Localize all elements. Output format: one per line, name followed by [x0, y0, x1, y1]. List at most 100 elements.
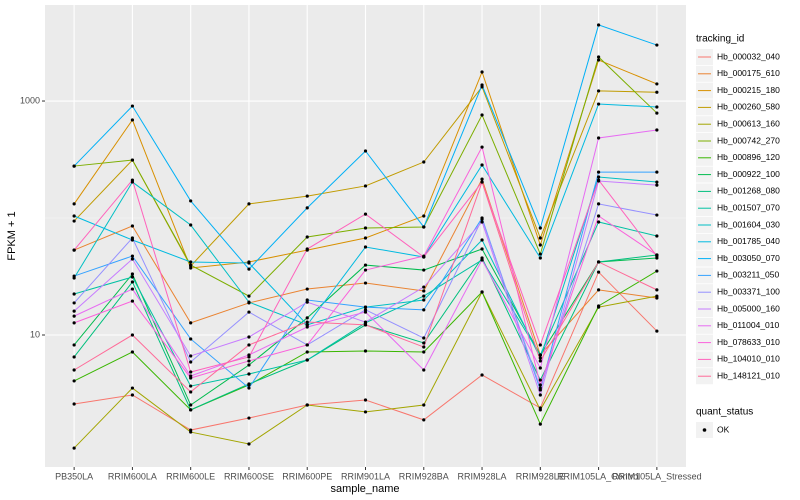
- legend-label: Hb_000613_160: [717, 118, 780, 128]
- data-point: [189, 199, 193, 203]
- data-point: [655, 82, 659, 86]
- legend-label: Hb_078633_010: [717, 337, 780, 347]
- points: [72, 23, 659, 450]
- data-point: [305, 194, 309, 198]
- data-point: [72, 446, 76, 450]
- x-tick-label: PB350LA: [55, 471, 93, 481]
- data-point: [422, 341, 426, 345]
- data-point: [422, 308, 426, 312]
- data-point: [480, 247, 484, 251]
- legend-label: Hb_000215_180: [717, 85, 780, 95]
- data-point: [247, 363, 251, 367]
- data-point: [247, 382, 251, 386]
- x-tick-label: RRIM928LA: [458, 471, 507, 481]
- data-point: [305, 403, 309, 407]
- data-point: [130, 275, 135, 279]
- data-point: [72, 292, 76, 296]
- data-point: [422, 294, 426, 298]
- data-point: [596, 102, 601, 106]
- grid: [45, 5, 686, 467]
- data-point: [247, 202, 251, 206]
- legend-label: Hb_005000_160: [717, 303, 780, 313]
- data-point: [72, 202, 76, 206]
- data-point: [189, 403, 193, 407]
- data-point: [189, 390, 193, 394]
- x-tick-label: RRIM600PE: [282, 471, 332, 481]
- data-point: [422, 214, 426, 218]
- data-point: [247, 267, 251, 271]
- data-point: [363, 268, 368, 272]
- data-point: [130, 386, 135, 390]
- data-point: [538, 383, 542, 387]
- data-point: [596, 58, 601, 62]
- legend-label: Hb_000260_580: [717, 102, 780, 112]
- data-point: [538, 243, 542, 247]
- data-point: [538, 256, 542, 260]
- data-point: [247, 261, 251, 265]
- data-point: [247, 335, 251, 339]
- data-point: [363, 226, 368, 230]
- data-point: [596, 288, 601, 292]
- data-point: [422, 345, 426, 349]
- data-point: [596, 202, 601, 206]
- data-point: [480, 238, 484, 242]
- data-point: [363, 263, 368, 267]
- data-point: [130, 393, 135, 397]
- data-point: [422, 160, 426, 164]
- data-point: [480, 177, 484, 181]
- data-point: [247, 294, 251, 298]
- data-point: [247, 343, 251, 347]
- data-point: [247, 300, 251, 304]
- data-point: [363, 149, 368, 153]
- data-point: [130, 158, 135, 162]
- data-point: [130, 254, 135, 258]
- data-point: [655, 128, 659, 132]
- legend-label: Hb_003371_100: [717, 286, 780, 296]
- data-point: [422, 350, 426, 354]
- x-axis-title: sample_name: [330, 483, 399, 495]
- legend-label: Hb_000896_120: [717, 152, 780, 162]
- data-point: [422, 289, 426, 293]
- data-point: [480, 180, 484, 184]
- data-point: [130, 224, 135, 228]
- data-point: [130, 333, 135, 337]
- data-point: [655, 183, 659, 187]
- data-point: [363, 410, 368, 414]
- data-point: [363, 398, 368, 402]
- data-point: [538, 343, 542, 347]
- data-point: [538, 422, 542, 426]
- legend-label: Hb_000742_270: [717, 135, 780, 145]
- y-tick-label: 1000: [20, 95, 40, 105]
- data-point: [363, 212, 368, 216]
- data-point: [480, 70, 484, 74]
- data-point: [655, 213, 659, 217]
- data-point: [189, 260, 193, 264]
- data-point: [422, 368, 426, 372]
- data-point: [655, 111, 659, 115]
- data-point: [247, 355, 251, 359]
- legend-point: [702, 428, 707, 432]
- data-point: [72, 164, 76, 168]
- data-point: [596, 55, 601, 59]
- data-point: [363, 323, 368, 327]
- data-point: [655, 90, 659, 94]
- data-point: [655, 170, 659, 174]
- legend-label: Hb_000032_040: [717, 51, 780, 61]
- data-point: [538, 252, 542, 256]
- data-point: [305, 350, 309, 354]
- data-point: [538, 226, 542, 230]
- data-point: [189, 263, 193, 267]
- data-point: [247, 359, 251, 363]
- data-point: [363, 236, 368, 240]
- data-point: [596, 170, 601, 174]
- data-point: [247, 372, 251, 376]
- x-tick-label: RRIM600SE: [224, 471, 274, 481]
- data-point: [305, 247, 309, 251]
- x-tick-label: RRIM901LA: [341, 471, 390, 481]
- data-point: [189, 408, 193, 412]
- data-point: [72, 309, 76, 313]
- data-point: [247, 416, 251, 420]
- data-point: [130, 236, 135, 240]
- data-point: [72, 301, 76, 305]
